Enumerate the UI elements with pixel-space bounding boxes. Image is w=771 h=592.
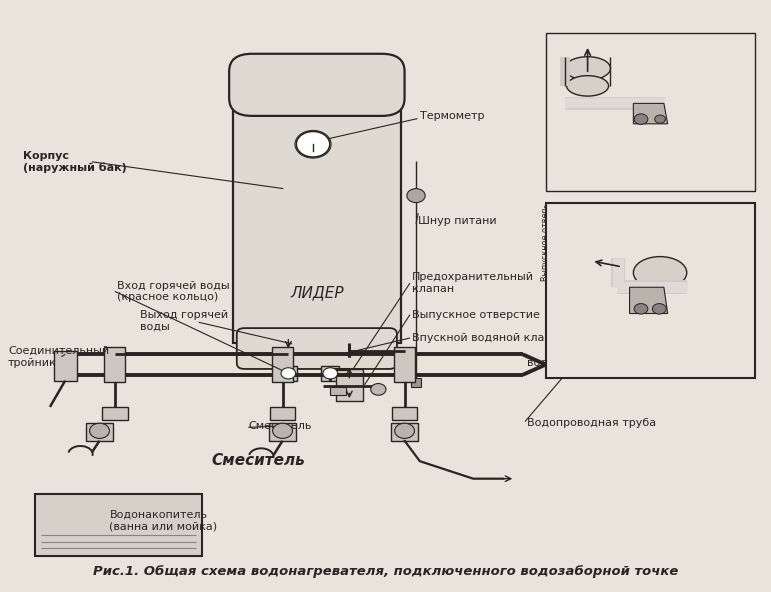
Polygon shape (630, 287, 668, 314)
Bar (391, 423, 419, 441)
Circle shape (89, 423, 109, 439)
Text: Выпускное свер-
стие предохрани-
тельного клапана: Выпускное свер- стие предохрани- тельног… (554, 155, 634, 185)
Ellipse shape (567, 76, 608, 96)
FancyBboxPatch shape (237, 328, 397, 369)
Text: Выход горячей
воды: Выход горячей воды (140, 310, 228, 332)
Circle shape (634, 114, 648, 124)
Circle shape (652, 304, 666, 314)
Bar (279, 366, 298, 381)
Text: Корпус
(наружный бак): Корпус (наружный бак) (23, 150, 127, 173)
Bar (233, 105, 401, 343)
Text: Соединительный
тройник: Соединительный тройник (8, 346, 109, 368)
Text: Шнур питани: Шнур питани (419, 216, 497, 226)
Bar (394, 348, 416, 382)
Bar (104, 348, 126, 382)
Text: Рычаг предох-
ранительного
клапана: Рычаг предох- ранительного клапана (631, 336, 692, 366)
Text: Смеситель: Смеситель (211, 453, 305, 468)
Polygon shape (633, 104, 668, 124)
Text: Водопроводная труба: Водопроводная труба (527, 418, 655, 428)
Circle shape (296, 131, 330, 157)
Bar (272, 348, 293, 382)
Bar (335, 369, 363, 401)
Text: Вход горячей воды
(красное кольцо): Вход горячей воды (красное кольцо) (117, 281, 230, 302)
Bar (54, 352, 76, 381)
Ellipse shape (633, 256, 687, 289)
Ellipse shape (564, 57, 611, 80)
Bar (35, 494, 203, 556)
Circle shape (371, 384, 386, 395)
Circle shape (655, 115, 665, 123)
Text: Смеситель: Смеситель (248, 420, 311, 430)
Circle shape (634, 304, 648, 314)
Text: Термометр: Термометр (420, 111, 484, 121)
Text: водяной клапан: водяной клапан (527, 358, 621, 368)
Circle shape (395, 423, 415, 439)
Text: Рычаг предо-
хранитель-ого
клапона: Рычаг предо- хранитель-ого клапона (656, 77, 721, 107)
Text: Рис.1. Общая схема водонагревателя, подключенного водозаборной точке: Рис.1. Общая схема водонагревателя, подк… (93, 565, 678, 578)
Bar (86, 423, 113, 441)
Bar (269, 423, 296, 441)
Text: Выпускное отвер-
стие предохрани-
тельного клапана: Выпускное отвер- стие предохрани- тельно… (540, 204, 571, 281)
Bar (392, 407, 417, 420)
Bar (412, 378, 421, 387)
Text: Впускной водяной клапан: Впускной водяной клапан (412, 333, 566, 343)
Text: ЛИДЕР: ЛИДЕР (290, 285, 344, 300)
Circle shape (407, 189, 425, 202)
Bar (330, 387, 345, 395)
Circle shape (281, 368, 295, 379)
Circle shape (323, 368, 338, 379)
Bar (102, 407, 127, 420)
Text: Предохранительный
клапан: Предохранительный клапан (412, 272, 534, 294)
Circle shape (273, 423, 292, 439)
Text: Выпускное отверстие: Выпускное отверстие (412, 310, 540, 320)
Text: Водонакопитель
(ванна или мойка): Водонакопитель (ванна или мойка) (109, 510, 217, 532)
Bar (546, 33, 756, 191)
Bar (322, 366, 339, 381)
Bar (546, 202, 756, 378)
FancyBboxPatch shape (229, 54, 405, 116)
Bar (270, 407, 295, 420)
